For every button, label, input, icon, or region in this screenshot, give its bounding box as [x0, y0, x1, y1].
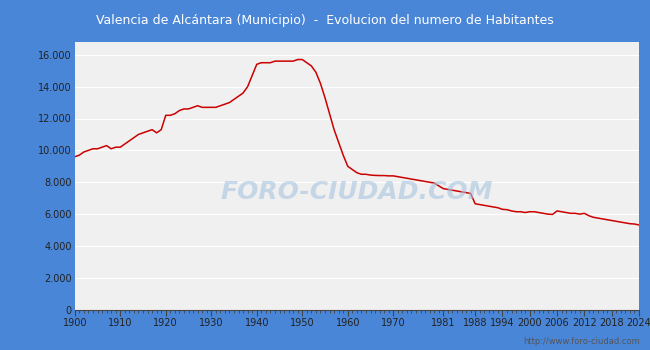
- Text: Valencia de Alcántara (Municipio)  -  Evolucion del numero de Habitantes: Valencia de Alcántara (Municipio) - Evol…: [96, 14, 554, 27]
- Text: FORO-CIUDAD.COM: FORO-CIUDAD.COM: [220, 180, 493, 204]
- Text: http://www.foro-ciudad.com: http://www.foro-ciudad.com: [523, 337, 640, 346]
